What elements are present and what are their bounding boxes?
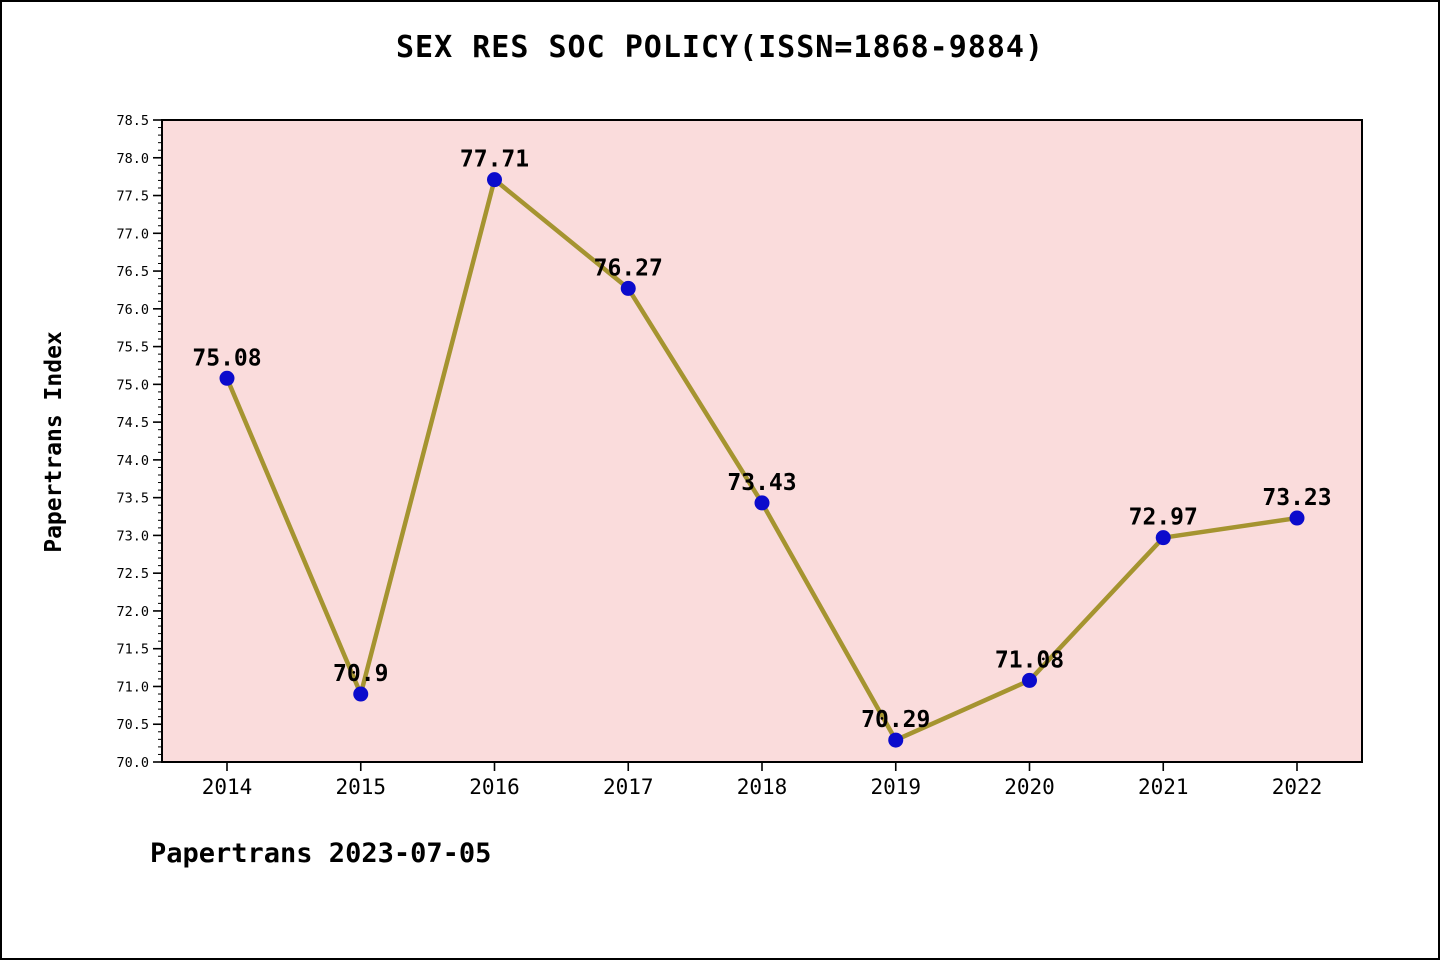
plot-area (162, 120, 1362, 762)
y-tick-label: 76.5 (116, 264, 149, 280)
data-point-marker (1289, 510, 1305, 526)
x-tick-label: 2014 (202, 775, 253, 799)
y-tick-label: 75.5 (116, 340, 149, 356)
data-point-label: 72.97 (1129, 505, 1198, 531)
y-tick-label: 77.0 (116, 226, 149, 242)
chart-title: SEX RES SOC POLICY(ISSN=1868-9884) (395, 30, 1045, 65)
x-tick-label: 2016 (469, 775, 520, 799)
y-tick-label: 71.5 (116, 642, 149, 658)
y-tick-label: 74.5 (116, 415, 149, 431)
data-point-marker (754, 495, 770, 511)
x-tick-label: 2022 (1272, 775, 1323, 799)
data-point-label: 71.08 (995, 647, 1064, 673)
data-point-label: 77.71 (460, 147, 529, 173)
data-point-marker (219, 370, 235, 386)
y-tick-label: 73.5 (116, 491, 149, 507)
y-tick-label: 72.5 (116, 566, 149, 582)
data-point-marker (1155, 530, 1171, 546)
y-tick-label: 73.0 (116, 528, 149, 544)
data-point-label: 73.23 (1262, 485, 1331, 511)
data-point-label: 70.29 (861, 707, 930, 733)
x-tick-label: 2015 (335, 775, 386, 799)
data-point-label: 73.43 (727, 470, 796, 496)
plot-border (161, 119, 1363, 763)
x-tick-label: 2019 (870, 775, 921, 799)
y-tick-label: 78.5 (116, 113, 149, 129)
data-point-marker (1022, 672, 1037, 688)
data-point-marker (888, 732, 904, 748)
data-point-marker (353, 686, 369, 702)
data-point-label: 75.08 (192, 345, 261, 371)
x-tick-label: 2020 (1004, 775, 1055, 799)
x-tick-label: 2018 (737, 775, 788, 799)
y-tick-label: 74.0 (116, 453, 149, 469)
y-tick-label: 78.0 (116, 151, 149, 167)
y-tick-label: 70.0 (116, 755, 149, 771)
y-tick-label: 72.0 (116, 604, 149, 620)
y-tick-label: 70.5 (116, 717, 149, 733)
footer-annotation: Papertrans 2023-07-05 (150, 838, 492, 869)
y-tick-label: 76.0 (116, 302, 149, 318)
data-point-label: 76.27 (594, 255, 663, 281)
data-point-label: 70.9 (333, 661, 388, 687)
y-tick-label: 71.0 (116, 679, 149, 695)
data-point-marker (487, 172, 502, 188)
data-point-marker (620, 280, 636, 296)
x-tick-label: 2021 (1138, 775, 1189, 799)
y-tick-label: 77.5 (116, 189, 149, 205)
x-tick-label: 2017 (603, 775, 654, 799)
y-tick-label: 75.0 (116, 377, 149, 393)
